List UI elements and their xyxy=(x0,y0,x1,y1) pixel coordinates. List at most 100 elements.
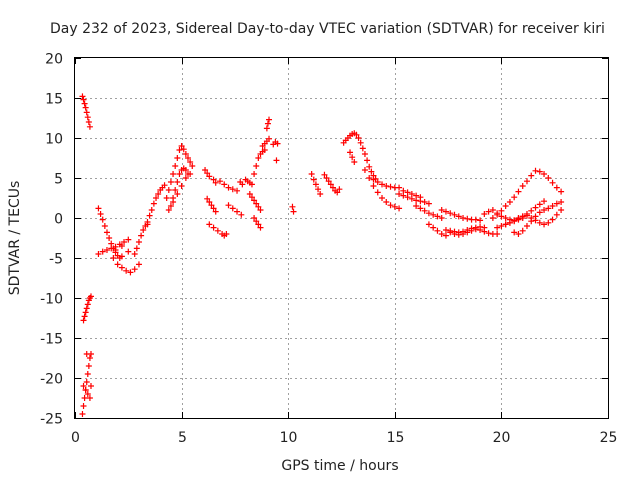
data-point xyxy=(317,191,324,197)
x-axis-label: GPS time / hours xyxy=(281,458,398,474)
data-point xyxy=(214,227,221,234)
data-point xyxy=(210,176,217,183)
data-point xyxy=(532,217,539,224)
data-point xyxy=(515,215,522,222)
data-point xyxy=(206,173,213,180)
data-point xyxy=(263,125,270,132)
data-point xyxy=(180,146,187,153)
data-point xyxy=(81,100,88,107)
data-point xyxy=(442,227,449,233)
data-point xyxy=(528,207,535,214)
data-point xyxy=(438,207,445,213)
data-point xyxy=(374,189,381,196)
data-point xyxy=(187,171,194,177)
data-point xyxy=(167,179,174,185)
data-point xyxy=(336,186,343,193)
data-point xyxy=(83,109,90,116)
x-tick-label: 0 xyxy=(71,430,80,446)
data-point xyxy=(315,186,322,193)
data-point xyxy=(225,202,232,209)
data-point xyxy=(148,207,155,213)
data-point xyxy=(131,251,138,257)
data-point xyxy=(455,213,462,220)
data-point xyxy=(404,189,411,196)
data-point xyxy=(447,210,454,217)
data-point xyxy=(387,183,394,190)
data-point xyxy=(178,143,185,149)
data-point xyxy=(82,309,89,316)
data-point xyxy=(417,194,424,201)
data-point xyxy=(206,199,213,205)
data-point xyxy=(161,182,168,189)
data-point xyxy=(83,305,90,312)
data-point xyxy=(234,187,241,194)
data-point xyxy=(99,248,106,255)
data-point xyxy=(178,183,185,189)
data-point xyxy=(357,139,364,146)
data-point xyxy=(523,223,530,229)
data-point xyxy=(85,119,92,125)
data-point xyxy=(182,167,189,173)
data-point xyxy=(329,184,336,191)
data-point xyxy=(536,168,543,175)
data-point xyxy=(502,215,509,221)
data-point xyxy=(246,191,253,197)
data-point xyxy=(114,261,121,268)
data-point xyxy=(321,171,328,178)
data-point xyxy=(528,215,535,221)
data-point xyxy=(123,267,130,274)
data-point xyxy=(212,208,219,215)
data-point xyxy=(202,167,209,173)
data-point xyxy=(434,227,441,234)
data-point xyxy=(553,211,560,218)
data-point xyxy=(79,93,86,100)
data-point xyxy=(558,207,565,213)
data-point xyxy=(506,219,513,226)
data-point xyxy=(248,181,255,188)
data-point xyxy=(353,131,360,138)
data-point xyxy=(442,232,449,239)
data-point xyxy=(481,211,488,217)
data-point xyxy=(413,192,420,199)
data-point xyxy=(511,229,518,236)
data-point xyxy=(451,231,458,237)
data-point xyxy=(187,159,194,165)
data-point xyxy=(383,183,390,189)
data-point xyxy=(421,199,428,205)
data-point xyxy=(101,223,108,229)
data-point xyxy=(532,167,539,174)
data-point xyxy=(165,207,172,213)
data-point xyxy=(163,195,170,201)
data-point xyxy=(528,172,535,179)
y-tick-label: -5 xyxy=(49,252,63,268)
y-tick-label: 0 xyxy=(54,212,63,228)
data-point xyxy=(460,231,467,237)
data-point xyxy=(86,123,93,130)
data-point xyxy=(274,140,281,147)
data-point xyxy=(266,116,273,123)
chart-title: Day 232 of 2023, Sidereal Day-to-day VTE… xyxy=(50,21,605,37)
data-point xyxy=(366,163,373,170)
data-point xyxy=(541,198,548,205)
data-point xyxy=(110,255,117,261)
data-point xyxy=(174,155,181,161)
data-point xyxy=(80,96,87,103)
data-point xyxy=(238,211,245,218)
data-point xyxy=(204,170,211,177)
data-point xyxy=(387,202,394,209)
data-point xyxy=(118,243,125,249)
data-point xyxy=(84,371,91,377)
y-tick-label: 5 xyxy=(54,172,63,188)
data-point xyxy=(506,199,513,205)
data-point xyxy=(97,211,104,217)
data-point xyxy=(135,261,142,268)
data-point xyxy=(189,163,196,169)
data-point xyxy=(349,154,356,161)
data-point xyxy=(425,221,432,228)
data-point xyxy=(519,227,526,234)
data-point xyxy=(481,228,488,235)
data-point xyxy=(176,171,183,177)
data-point xyxy=(472,226,479,233)
data-point xyxy=(85,363,92,369)
data-point xyxy=(121,239,128,245)
